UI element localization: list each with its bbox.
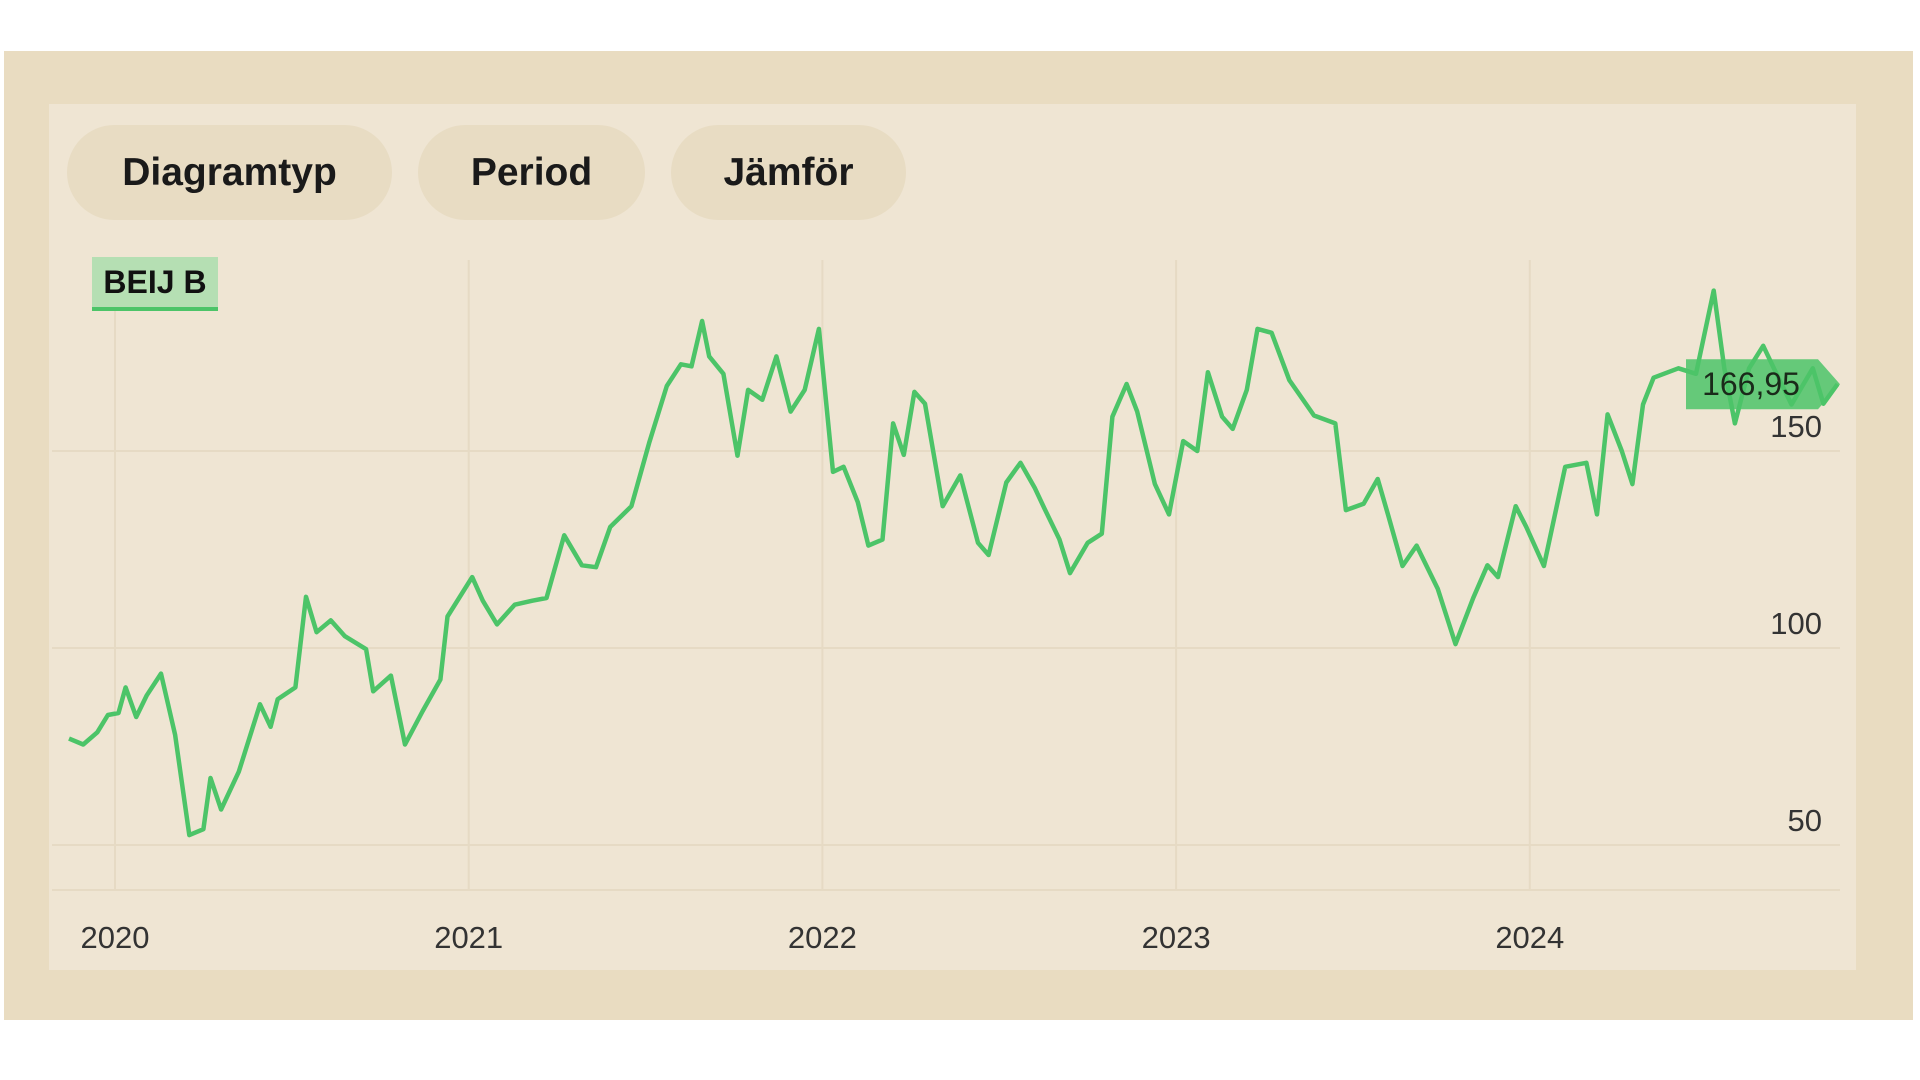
x-tick-label: 2023 bbox=[1142, 920, 1211, 955]
x-tick-label: 2024 bbox=[1495, 920, 1564, 955]
chart-panel bbox=[49, 104, 1856, 970]
last-value-label: 166,95 bbox=[1702, 366, 1800, 402]
price-line bbox=[68, 288, 1840, 838]
last-value-tag: 166,95 bbox=[1686, 359, 1840, 410]
y-tick-label: 100 bbox=[1770, 606, 1822, 641]
y-tick-label: 50 bbox=[1788, 803, 1822, 838]
legend-series: BEIJ B bbox=[92, 257, 218, 311]
period-button[interactable]: Period bbox=[418, 125, 645, 220]
last-value-tag-bg bbox=[1686, 359, 1840, 410]
compare-button[interactable]: Jämför bbox=[671, 125, 906, 220]
x-tick-label: 2022 bbox=[788, 920, 857, 955]
x-tick-label: 2020 bbox=[81, 920, 150, 955]
x-tick-label: 2021 bbox=[434, 920, 503, 955]
chart-type-button[interactable]: Diagramtyp bbox=[67, 125, 392, 220]
y-tick-label: 150 bbox=[1770, 409, 1822, 444]
